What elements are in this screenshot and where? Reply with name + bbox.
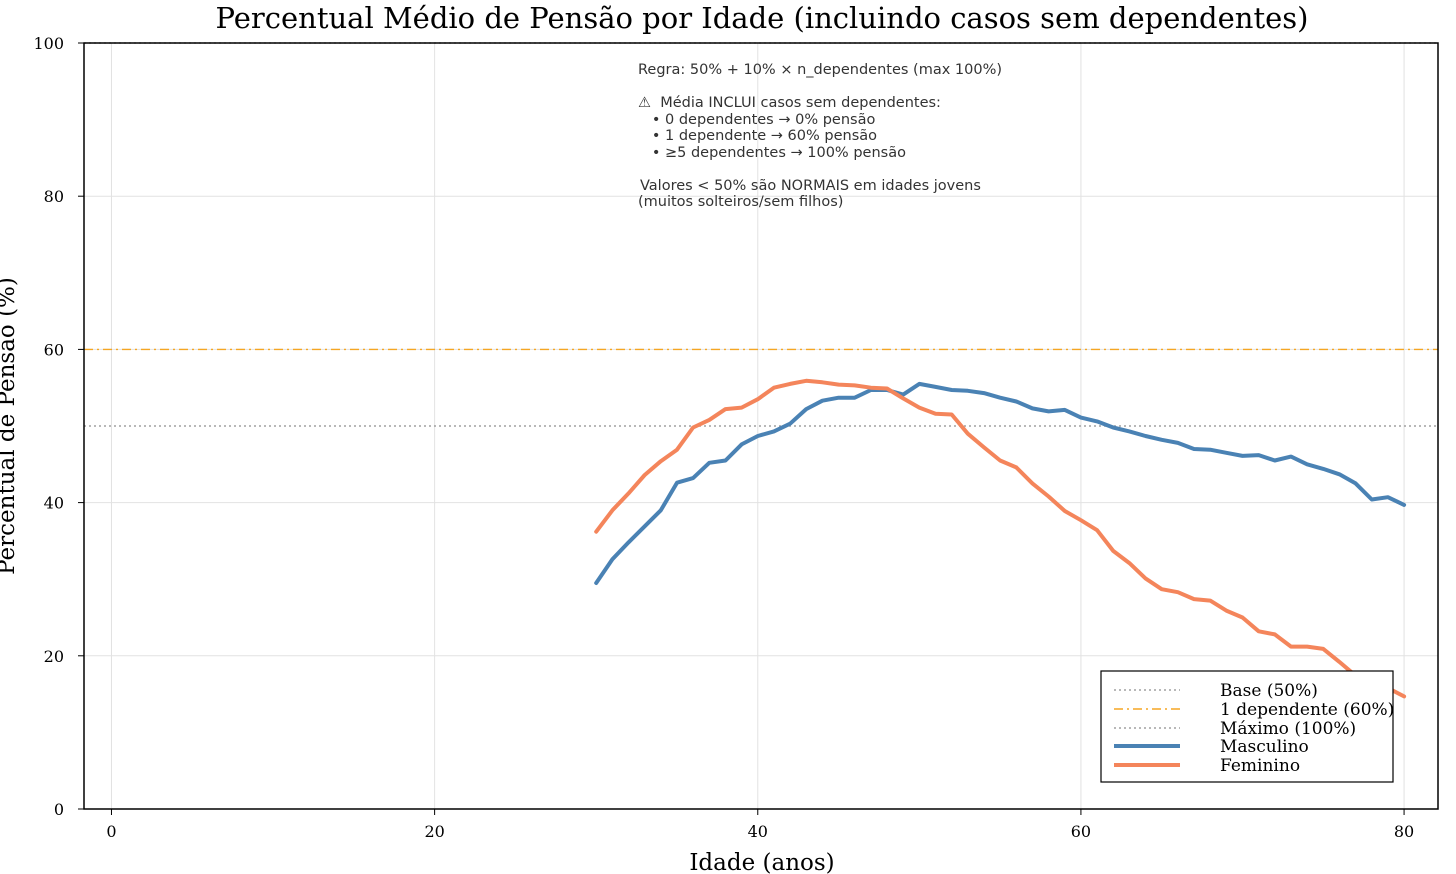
annotation-line: • ≥5 dependentes → 100% pensão [638, 145, 906, 161]
x-tick-label: 60 [1071, 822, 1091, 841]
annotation-line: Regra: 50% + 10% × n_dependentes (max 10… [638, 62, 1002, 78]
annotation-box: Regra: 50% + 10% × n_dependentes (max 10… [638, 62, 1002, 210]
plot-frame [83, 42, 1439, 810]
chart-title: Percentual Médio de Pensão por Idade (in… [216, 1, 1309, 35]
series-line-feminino [594, 378, 1407, 699]
legend-label-1-dependente: 1 dependente (60%) [1220, 700, 1394, 720]
y-tick-label: 80 [44, 187, 64, 206]
y-tick-label: 0 [54, 800, 64, 819]
legend: Base (50%) 1 dependente (60%) Máximo (10… [1100, 670, 1394, 783]
annotation-line: • 0 dependentes → 0% pensão [638, 112, 875, 128]
series-line-masculino [594, 381, 1407, 585]
x-tick-label: 0 [106, 822, 116, 841]
y-tick-label: 40 [44, 494, 64, 513]
x-tick-label: 20 [424, 822, 444, 841]
x-axis-label: Idade (anos) [689, 850, 834, 874]
annotation-line: ⚠ Média INCLUI casos sem dependentes: [638, 95, 941, 111]
legend-label-masculino: Masculino [1220, 737, 1309, 757]
annotation-line: Valores < 50% são NORMAIS em idades jove… [640, 178, 981, 194]
legend-label-maximo: Máximo (100%) [1220, 719, 1356, 739]
legend-label-feminino: Feminino [1220, 756, 1300, 776]
axis-ticks: 0 20 40 60 80 0 20 40 60 80 100 [33, 34, 1414, 841]
annotation-line: (muitos solteiros/sem filhos) [638, 194, 843, 210]
x-tick-label: 80 [1394, 822, 1414, 841]
series [594, 378, 1407, 699]
annotation-line: • 1 dependente → 60% pensão [638, 128, 877, 144]
y-tick-label: 20 [44, 647, 64, 666]
y-tick-label: 60 [44, 340, 64, 359]
x-tick-label: 40 [748, 822, 768, 841]
legend-label-base: Base (50%) [1220, 681, 1318, 701]
y-tick-label: 100 [33, 34, 64, 53]
y-axis-label: Percentual de Pensão (%) [0, 277, 20, 575]
